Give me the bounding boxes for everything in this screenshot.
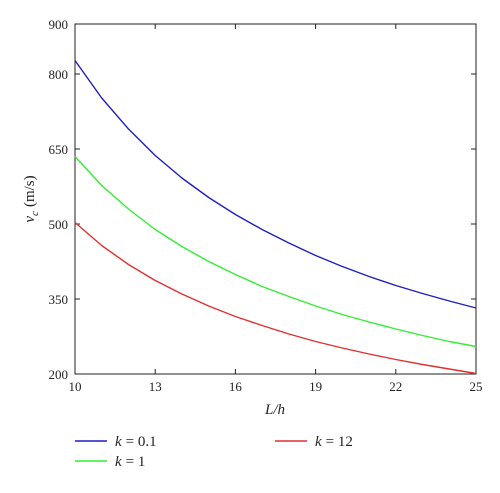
plot-area — [74, 23, 477, 375]
legend: k = 0.1 k = 1 k = 12 — [75, 434, 353, 470]
x-tick-label: 22 — [389, 379, 402, 394]
y-axis-ticks: 200 350 500 650 800 900 — [49, 17, 476, 382]
legend-item-2: k = 12 — [275, 434, 353, 450]
legend-label: k = 12 — [315, 434, 353, 450]
x-tick-label: 10 — [69, 379, 82, 394]
y-tick-label: 500 — [49, 217, 69, 232]
y-axis-label: vc (m/s) — [22, 175, 41, 222]
x-tick-label: 19 — [309, 379, 322, 394]
y-axis-label-unit: (m/s) — [22, 175, 38, 207]
legend-label: k = 0.1 — [115, 434, 157, 450]
x-tick-label: 13 — [149, 379, 162, 394]
y-tick-label: 800 — [49, 67, 69, 82]
y-axis-label-var: v — [22, 216, 38, 223]
series-line-0 — [74, 60, 477, 309]
legend-item-0: k = 0.1 — [75, 434, 157, 450]
y-axis-label-sub: c — [29, 211, 41, 216]
series-line-1 — [74, 156, 477, 348]
y-tick-label: 200 — [49, 367, 69, 382]
x-axis-ticks: 10 13 16 19 22 25 — [69, 24, 483, 394]
series-lines — [74, 60, 477, 375]
x-axis-label: L/h — [264, 402, 285, 418]
series-line-2 — [74, 221, 477, 375]
x-tick-label: 25 — [470, 379, 483, 394]
y-tick-label: 900 — [49, 17, 69, 32]
y-tick-label: 350 — [49, 292, 69, 307]
legend-item-1: k = 1 — [75, 454, 145, 470]
y-tick-label: 650 — [49, 142, 69, 157]
legend-label: k = 1 — [115, 454, 145, 470]
x-tick-label: 16 — [229, 379, 243, 394]
